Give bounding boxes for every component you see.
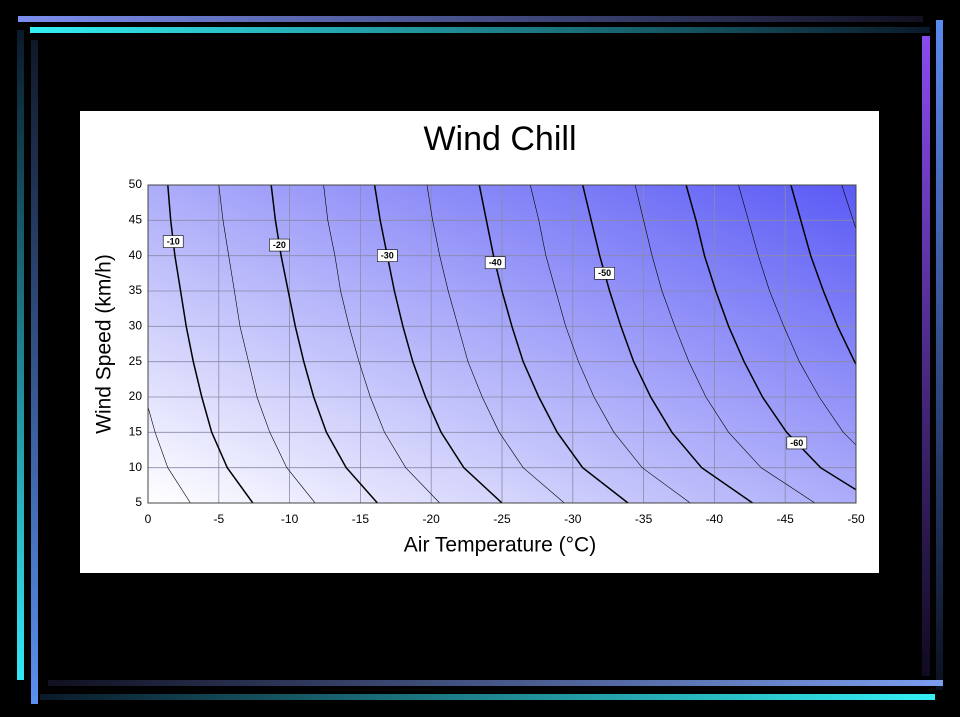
x-tick-label: -35	[635, 512, 653, 526]
contour-label: -20	[273, 240, 286, 250]
contour-label-box	[377, 249, 398, 262]
y-tick-label: 40	[129, 248, 143, 262]
contour-labels: -10 -20 -30 -40 -50 -60	[162, 235, 808, 450]
frame-bar	[31, 40, 38, 704]
contour-line	[634, 185, 816, 503]
chart-title: Wind Chill	[423, 120, 576, 158]
plot-border	[147, 184, 857, 504]
y-tick-label: 20	[129, 389, 143, 403]
frame-bar	[922, 36, 930, 676]
y-tick-label: 25	[129, 354, 143, 368]
contour-line	[738, 185, 856, 446]
frame-bar	[17, 30, 24, 680]
contour-label: -30	[381, 251, 394, 261]
frame-bar	[18, 16, 923, 22]
contour-line	[270, 185, 378, 503]
x-tick-label: -20	[423, 512, 441, 526]
x-tick-label: -10	[281, 512, 299, 526]
contour-label: -60	[790, 438, 803, 448]
contour-line	[323, 185, 440, 503]
contour-line	[426, 185, 565, 503]
contour-line	[218, 185, 316, 503]
frame-bar	[936, 20, 943, 690]
frame-bar	[30, 27, 930, 33]
frame-bar	[48, 680, 943, 686]
contour-label: -10	[167, 236, 180, 246]
contour-label-box	[786, 436, 808, 450]
contour-line	[373, 185, 503, 503]
x-tick-label: 0	[145, 512, 152, 526]
y-tick-label: 5	[135, 495, 142, 509]
x-tick-label: -40	[706, 512, 724, 526]
contour-label-box	[484, 256, 506, 270]
x-tick-label: -25	[493, 512, 511, 526]
x-tick-label: -45	[777, 512, 795, 526]
contour-line	[148, 405, 191, 503]
contours	[148, 185, 856, 503]
x-axis-label: Air Temperature (°C)	[404, 534, 596, 557]
contour-label-box	[594, 267, 615, 280]
contour-label: -50	[598, 268, 611, 278]
contour-line	[581, 185, 754, 503]
frame-bar	[40, 694, 935, 700]
contour-label: -40	[489, 258, 502, 268]
x-tick-label: -30	[564, 512, 582, 526]
contour-line	[790, 185, 856, 366]
contour-line	[685, 185, 856, 491]
y-tick-label: 45	[129, 213, 143, 227]
contour-label-box	[162, 235, 184, 248]
y-tick-label: 15	[129, 425, 143, 439]
x-tick-label: -5	[213, 512, 224, 526]
y-tick-label: 35	[129, 283, 143, 297]
y-tick-label: 50	[129, 177, 143, 191]
y-tick-label: 10	[129, 460, 143, 474]
y-axis-label: Wind Speed (km/h)	[93, 254, 116, 434]
x-tick-label: -50	[847, 512, 865, 526]
x-tick-label: -15	[352, 512, 370, 526]
contour-label-box	[269, 238, 290, 252]
contour-line	[530, 185, 691, 503]
contour-line	[478, 185, 629, 503]
y-tick-label: 30	[129, 319, 143, 333]
